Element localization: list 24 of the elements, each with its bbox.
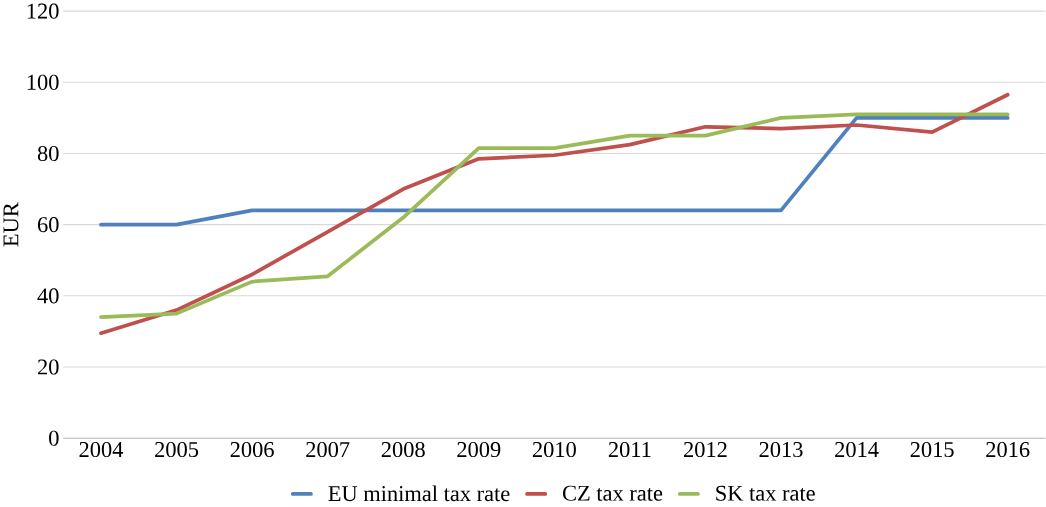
y-tick-label: 80 <box>37 146 59 162</box>
y-tick-label: 40 <box>37 288 59 304</box>
y-tick-label: 0 <box>49 430 59 446</box>
legend-label: CZ tax rate <box>562 485 663 501</box>
x-tick-label: 2004 <box>79 442 124 458</box>
x-tick-label: 2009 <box>457 442 501 458</box>
y-tick-label: 120 <box>27 3 59 19</box>
x-tick-label: 2015 <box>910 442 954 458</box>
legend-label: EU minimal tax rate <box>328 485 510 502</box>
y-tick-label: 60 <box>37 217 59 233</box>
x-tick-label: 2007 <box>306 442 350 458</box>
y-axis-title: EUR <box>3 202 19 247</box>
y-tick-label: 100 <box>27 74 59 90</box>
x-tick-label: 2005 <box>155 442 199 458</box>
x-tick-label: 2014 <box>835 442 879 458</box>
x-tick-label: 2008 <box>381 442 425 458</box>
x-tick-label: 2011 <box>608 442 651 458</box>
x-tick-label: 2016 <box>986 442 1030 458</box>
x-tick-label: 2006 <box>230 442 274 458</box>
y-tick-label: 20 <box>38 359 59 375</box>
legend-label: SK tax rate <box>716 485 815 501</box>
x-tick-label: 2013 <box>759 442 803 458</box>
x-tick-label: 2012 <box>684 442 727 458</box>
x-tick-label: 2010 <box>532 442 576 458</box>
